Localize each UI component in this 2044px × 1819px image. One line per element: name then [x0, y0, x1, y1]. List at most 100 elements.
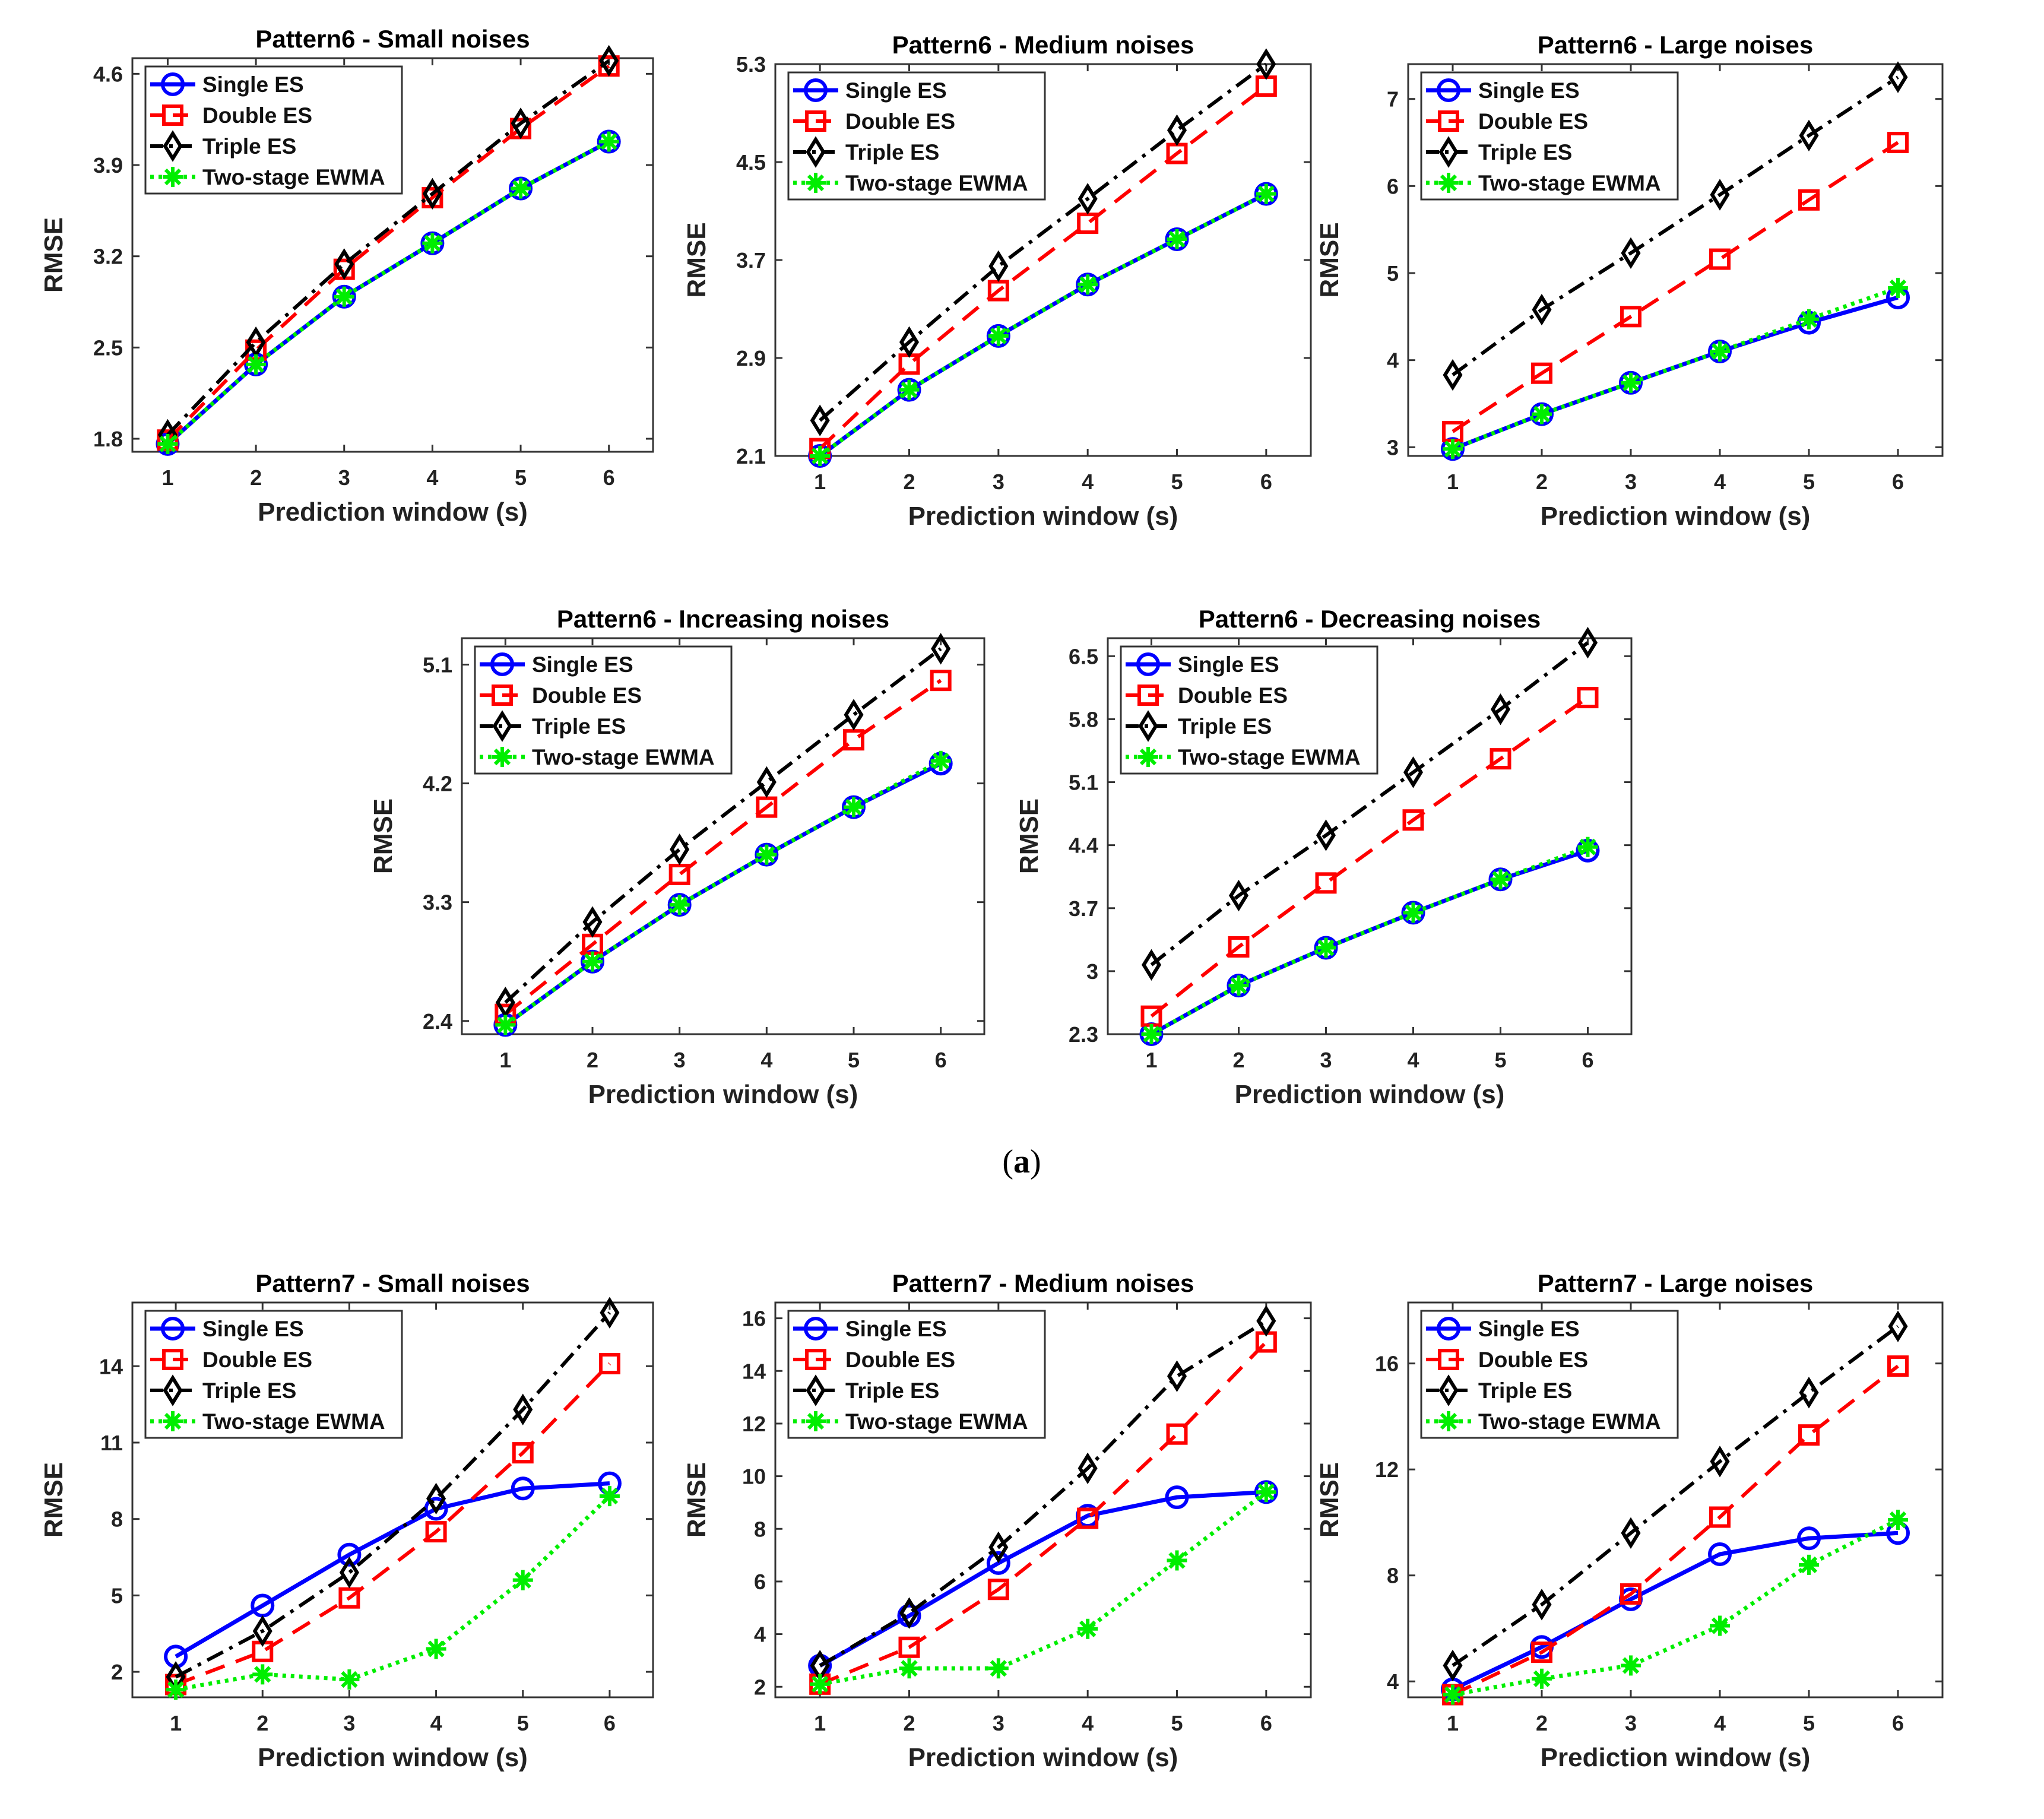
legend-item-3: Triple ES [1126, 710, 1272, 742]
legend-item-3: Triple ES [150, 1374, 296, 1406]
legend-label: Two-stage EWMA [1178, 745, 1361, 769]
legend-label: Triple ES [1478, 140, 1572, 164]
marker-two-stage-ewma-4 [1078, 1618, 1098, 1639]
marker-triple-es-3 [988, 250, 1009, 283]
y-tick-label: 3.9 [93, 153, 123, 178]
y-tick-label: 6 [754, 1570, 766, 1594]
y-tick-label: 16 [1375, 1352, 1399, 1376]
series-two-stage-ewma [1443, 277, 1908, 459]
y-axis-label: RMSE [682, 1462, 711, 1538]
marker-triple-es-3 [334, 248, 354, 280]
legend-box [474, 645, 733, 775]
marker-two-stage-ewma-3 [669, 895, 690, 915]
legend-box [144, 65, 403, 195]
y-tick-label: 2.9 [736, 346, 766, 370]
x-tick-label: 6 [935, 1048, 947, 1072]
marker-triple-es-2 [582, 906, 603, 938]
legend-item-2: Double ES [480, 683, 642, 708]
y-tick-label: 4.2 [423, 772, 452, 796]
x-axis-label: Prediction window (s) [258, 1743, 528, 1772]
marker-triple-es-3 [1316, 819, 1336, 851]
marker-two-stage-ewma-5 [1167, 1550, 1187, 1571]
legend-label: Two-stage EWMA [532, 745, 715, 769]
marker-triple-es-6 [1256, 1305, 1276, 1337]
y-axis-label: RMSE [1315, 222, 1344, 297]
legend-label: Single ES [1478, 78, 1580, 103]
x-tick-label: 4 [1714, 1711, 1726, 1735]
legend-label: Double ES [202, 1348, 312, 1372]
marker-two-stage-ewma-6 [1888, 1509, 1908, 1530]
x-tick-label: 3 [1625, 1711, 1637, 1735]
legend-label: Double ES [532, 683, 642, 708]
marker-two-stage-ewma-4 [422, 233, 443, 253]
marker-two-stage-ewma-6 [1577, 836, 1598, 857]
legend-box [1420, 1310, 1679, 1439]
legend-box [1420, 71, 1679, 201]
marker-two-stage-ewma-6 [1888, 277, 1908, 298]
marker-double-es-2 [492, 684, 513, 706]
y-tick-label: 2.3 [1069, 1022, 1098, 1047]
marker-two-stage-ewma-3 [334, 286, 354, 307]
marker-two-stage-ewma-3 [1316, 937, 1336, 958]
legend-item-4: Two-stage EWMA [1426, 1409, 1661, 1434]
marker-triple-es-1 [1141, 949, 1162, 981]
marker-triple-es-5 [1799, 119, 1819, 151]
marker-triple-es-3 [163, 130, 183, 162]
series-line [166, 140, 610, 446]
x-tick-label: 1 [170, 1711, 182, 1735]
marker-triple-es-3 [339, 1557, 359, 1589]
marker-double-es-2 [1531, 1641, 1552, 1663]
x-tick-label: 2 [1536, 470, 1548, 494]
series-line [504, 679, 942, 1016]
y-tick-label: 3 [1387, 435, 1399, 459]
marker-two-stage-ewma-5 [1167, 229, 1187, 249]
y-tick-label: 2.1 [736, 444, 766, 468]
marker-triple-es-1 [1443, 1649, 1463, 1682]
legend-item-4: Two-stage EWMA [1126, 745, 1361, 769]
series-line [819, 84, 1267, 450]
series-line [1452, 141, 1899, 433]
marker-triple-es-6 [931, 633, 951, 665]
x-tick-label: 1 [161, 465, 173, 490]
chart-panel-6: Pattern7 - Small noises 1 2 3 4 5 6 2 5 8 11 14 Pred… [39, 1269, 654, 1772]
x-tick-label: 5 [1494, 1048, 1506, 1072]
series-line [819, 1341, 1267, 1686]
marker-two-stage-ewma-2 [899, 1658, 920, 1679]
x-tick-label: 5 [517, 1711, 529, 1735]
marker-double-es-4 [1709, 248, 1731, 270]
series-line [166, 59, 610, 436]
legend-item-3: Triple ES [1426, 1374, 1572, 1406]
marker-two-stage-ewma-4 [1403, 902, 1424, 923]
x-tick-label: 1 [1447, 1711, 1459, 1735]
marker-triple-es-3 [492, 710, 512, 742]
x-tick-label: 4 [1407, 1048, 1419, 1072]
marker-double-es-3 [1315, 872, 1337, 894]
series-line [819, 1319, 1267, 1668]
legend-item-3: Triple ES [793, 1374, 939, 1406]
y-axis-label: RMSE [1015, 798, 1044, 874]
marker-triple-es-5 [844, 699, 864, 731]
series-line [819, 1490, 1267, 1668]
legend-box [787, 71, 1046, 201]
marker-double-es-6 [1577, 687, 1599, 709]
marker-triple-es-2 [1228, 879, 1249, 912]
marker-two-stage-ewma-3 [1621, 372, 1641, 393]
legend-label: Double ES [1478, 1348, 1588, 1372]
marker-triple-es-2 [1532, 293, 1552, 326]
legend-item-3: Triple ES [480, 710, 626, 742]
marker-two-stage-ewma-5 [844, 797, 864, 817]
legend-item-1: Single ES [1426, 1317, 1580, 1341]
marker-two-stage-ewma-6 [599, 1486, 620, 1507]
marker-two-stage-ewma-3 [988, 325, 1009, 346]
marker-double-es-4 [1077, 1507, 1099, 1529]
x-tick-label: 4 [1082, 1711, 1094, 1735]
caption-letter: a [1013, 1143, 1030, 1180]
marker-double-es-2 [805, 110, 826, 132]
marker-double-es-2 [898, 1636, 920, 1658]
marker-single-es-1 [161, 1317, 185, 1341]
chart-title: Pattern7 - Medium noises [892, 1269, 1194, 1297]
series-line [1452, 1364, 1899, 1697]
series-triple-es [495, 633, 951, 1019]
x-tick-label: 4 [760, 1048, 772, 1072]
